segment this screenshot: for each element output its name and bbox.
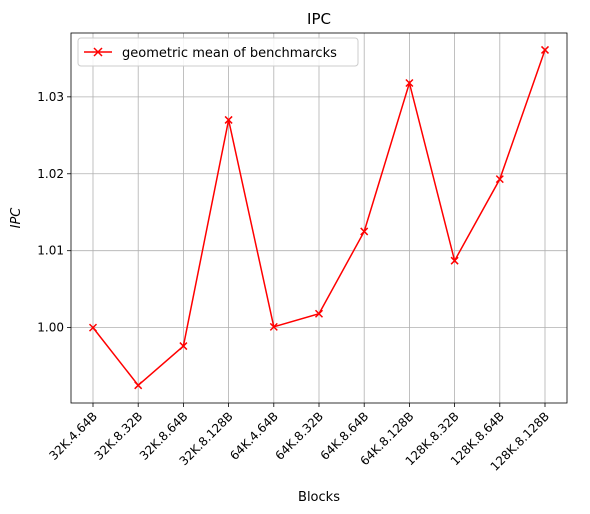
x-axis-title: Blocks bbox=[298, 490, 340, 505]
data-point bbox=[540, 45, 550, 54]
data-point bbox=[450, 256, 459, 265]
data-point bbox=[179, 342, 188, 351]
data-point bbox=[224, 115, 233, 124]
y-tick-label: 1.00 bbox=[37, 321, 64, 335]
x-tick-label: 64K.8.32B bbox=[272, 409, 326, 463]
y-axis-title: IPC bbox=[9, 207, 24, 229]
data-point bbox=[88, 323, 98, 332]
x-tick-label: 32K.4.64B bbox=[46, 409, 100, 463]
data-point bbox=[495, 175, 504, 184]
y-axis-ticks: 1.00 1.01 1.02 1.03 bbox=[37, 90, 71, 335]
legend-marker-x bbox=[93, 47, 103, 57]
legend-box bbox=[77, 37, 359, 67]
y-tick-label: 1.03 bbox=[37, 90, 64, 104]
y-tick-label: 1.02 bbox=[37, 167, 64, 181]
data-point bbox=[405, 78, 414, 88]
data-point bbox=[314, 309, 324, 318]
chart-title: IPC bbox=[307, 10, 331, 28]
data-point bbox=[134, 381, 143, 390]
series-layer bbox=[88, 45, 550, 390]
x-axis-ticks: 32K.4.64B32K.8.32B32K.8.64B32K.8.128B64K… bbox=[46, 403, 552, 474]
data-point bbox=[269, 322, 278, 331]
x-tick-label: 64K.4.64B bbox=[227, 409, 281, 463]
legend-label: geometric mean of benchmarcks bbox=[122, 46, 337, 61]
legend: geometric mean of benchmarcks bbox=[77, 37, 359, 67]
data-point bbox=[360, 227, 369, 236]
grid bbox=[71, 33, 567, 403]
y-tick-label: 1.01 bbox=[37, 244, 64, 258]
x-tick-label: 32K.8.32B bbox=[92, 409, 146, 463]
